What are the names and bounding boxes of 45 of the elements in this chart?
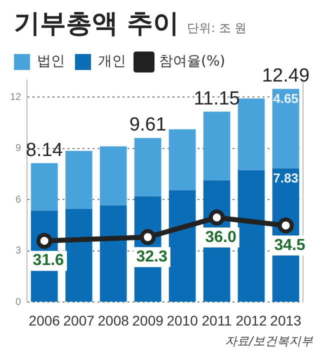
bar — [238, 170, 265, 302]
chart-title: 기부총액 추이 — [14, 9, 180, 39]
bar — [134, 138, 162, 196]
y-tick-label: 0 — [16, 296, 22, 308]
bar — [203, 112, 230, 180]
y-tick-label: 9 — [16, 143, 22, 154]
data-label: 34.5 — [274, 236, 306, 254]
bar — [30, 163, 58, 211]
point — [208, 210, 225, 226]
bar — [65, 150, 92, 210]
bar — [65, 209, 92, 302]
x-tick-label: 2008 — [98, 312, 130, 328]
bar — [272, 88, 300, 168]
data-label: 36.0 — [205, 228, 236, 246]
x-tick-label: 2013 — [270, 312, 302, 328]
bar — [168, 190, 196, 302]
x-tick-label: 2006 — [28, 312, 60, 328]
legend-label: 개인 — [98, 54, 126, 70]
y-tick-label: 3 — [16, 246, 22, 257]
y-tick-label: 12 — [10, 92, 22, 103]
data-label: 31.6 — [32, 252, 64, 270]
bar — [238, 98, 265, 170]
point — [36, 232, 52, 249]
data-label: 32.3 — [136, 248, 168, 266]
data-label: 7.83 — [273, 170, 298, 186]
point — [278, 217, 294, 234]
x-tick-label: 2007 — [63, 312, 95, 328]
data-label: 4.65 — [273, 90, 298, 106]
x-tick-label: 2011 — [202, 312, 232, 328]
x-tick-label: 2010 — [166, 312, 198, 328]
total-label: 12.49 — [262, 66, 310, 87]
y-tick-label: 6 — [16, 194, 22, 206]
legend-label: 참여율(%) — [159, 54, 226, 70]
bar — [100, 146, 127, 206]
x-tick-label: 2012 — [236, 312, 268, 328]
x-tick-label: 2009 — [132, 312, 164, 328]
legend-label: 법인 — [37, 54, 65, 70]
bar — [100, 205, 127, 302]
bar — [168, 129, 196, 190]
total-label: 9.61 — [129, 114, 166, 136]
total-label: 8.14 — [26, 140, 64, 161]
chart-subtitle: 단위: 조 원 — [187, 21, 247, 35]
text: 자료/보건복지부 — [224, 333, 314, 350]
point — [140, 229, 156, 246]
total-label: 11.15 — [194, 88, 240, 110]
